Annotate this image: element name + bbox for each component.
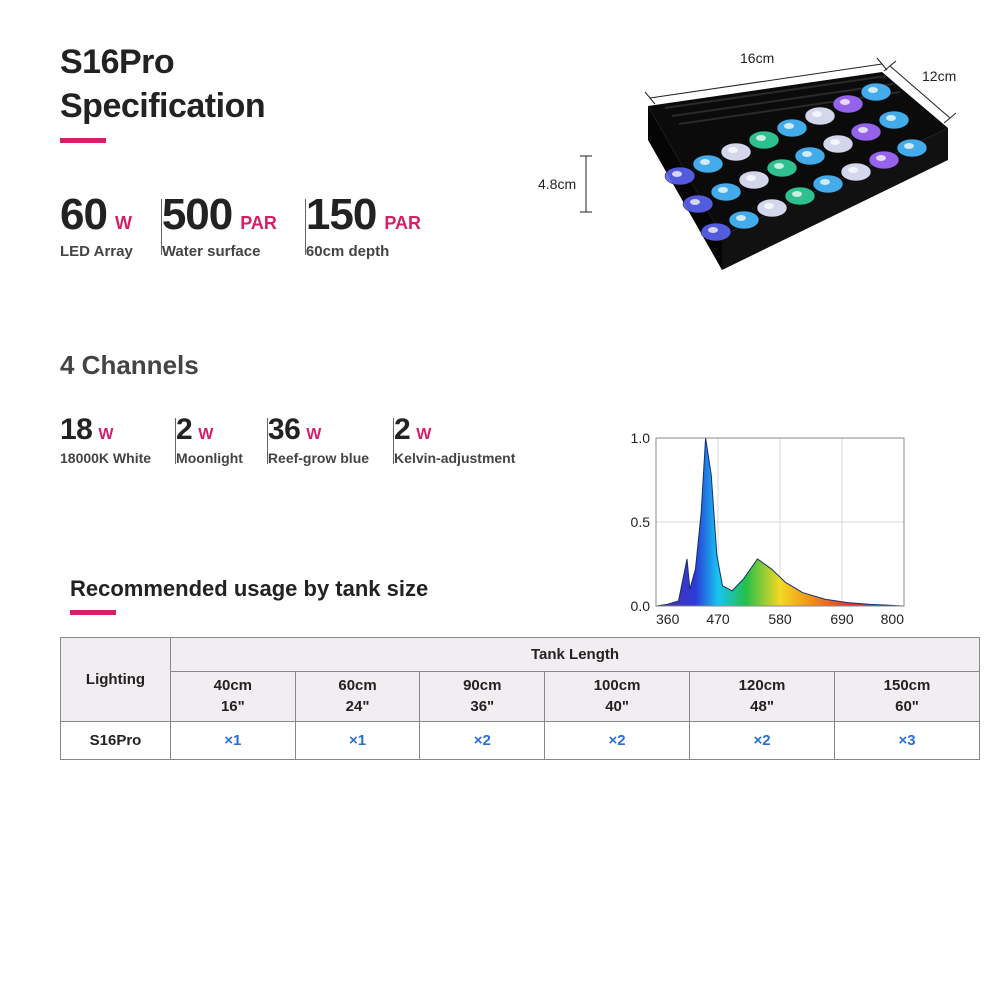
stat-label: Water surface xyxy=(162,243,277,260)
table-size-header: 90cm36" xyxy=(420,672,545,722)
accent-bar xyxy=(60,138,106,143)
svg-text:690: 690 xyxy=(830,611,854,627)
stat-60cm-depth: 150 PAR 60cm depth xyxy=(306,193,449,260)
channel-moonlight: 2 W Moonlight xyxy=(176,415,267,466)
table-cell: ×1 xyxy=(295,721,420,759)
stat-unit: PAR xyxy=(384,213,421,234)
stat-led-array: 60 W LED Array xyxy=(60,193,161,260)
svg-text:0.0: 0.0 xyxy=(631,598,651,614)
dim-height: 4.8cm xyxy=(538,176,576,192)
tank-table: Lighting Tank Length 40cm16"60cm24"90cm3… xyxy=(60,637,980,760)
svg-text:470: 470 xyxy=(706,611,730,627)
channel-unit: W xyxy=(98,426,113,444)
table-header-tanklength: Tank Length xyxy=(171,638,980,672)
channel-value: 18 xyxy=(60,415,92,445)
table-header-lighting: Lighting xyxy=(61,638,171,722)
svg-text:0.5: 0.5 xyxy=(631,514,651,530)
channel-kelvin: 2 W Kelvin-adjustment xyxy=(394,415,539,466)
channel-label: Kelvin-adjustment xyxy=(394,450,515,466)
channels-title: 4 Channels xyxy=(60,350,960,381)
accent-bar xyxy=(70,610,116,615)
svg-text:360: 360 xyxy=(656,611,680,627)
stat-label: 60cm depth xyxy=(306,243,421,260)
table-cell: ×2 xyxy=(420,721,545,759)
channel-label: 18000K White xyxy=(60,450,151,466)
channel-unit: W xyxy=(416,426,431,444)
product-image: 16cm 12cm 4.8cm xyxy=(530,36,960,316)
svg-text:1.0: 1.0 xyxy=(631,430,651,446)
channel-reefgrow: 36 W Reef-grow blue xyxy=(268,415,393,466)
table-cell: ×1 xyxy=(171,721,296,759)
stat-label: LED Array xyxy=(60,243,133,260)
svg-text:580: 580 xyxy=(768,611,792,627)
table-size-header: 60cm24" xyxy=(295,672,420,722)
channel-value: 36 xyxy=(268,415,300,445)
stat-unit: PAR xyxy=(240,213,277,234)
channel-unit: W xyxy=(198,426,213,444)
channel-white: 18 W 18000K White xyxy=(60,415,175,466)
spectrum-chart: 0.0 0.5 1.0 360 470 580 690 800 xyxy=(620,430,910,630)
table-cell: ×2 xyxy=(690,721,835,759)
table-size-header: 150cm60" xyxy=(835,672,980,722)
table-cell: ×2 xyxy=(545,721,690,759)
stat-value: 60 xyxy=(60,193,107,237)
svg-text:800: 800 xyxy=(881,611,905,627)
channel-label: Reef-grow blue xyxy=(268,450,369,466)
stat-value: 150 xyxy=(306,193,376,237)
channel-value: 2 xyxy=(176,415,192,445)
main-stats-group: 60 W LED Array 500 PAR Water surface 150… xyxy=(60,193,449,260)
stat-unit: W xyxy=(115,213,132,234)
table-size-header: 40cm16" xyxy=(171,672,296,722)
channels-group: 18 W 18000K White 2 W Moonlight 36 W Ree… xyxy=(60,415,539,466)
table-row-label: S16Pro xyxy=(61,721,171,759)
table-size-header: 120cm48" xyxy=(690,672,835,722)
dim-depth: 12cm xyxy=(922,68,956,84)
channel-label: Moonlight xyxy=(176,450,243,466)
dim-width: 16cm xyxy=(740,50,774,66)
channel-value: 2 xyxy=(394,415,410,445)
channel-unit: W xyxy=(306,426,321,444)
stat-value: 500 xyxy=(162,193,232,237)
table-cell: ×3 xyxy=(835,721,980,759)
stat-water-surface: 500 PAR Water surface xyxy=(162,193,305,260)
table-size-header: 100cm40" xyxy=(545,672,690,722)
